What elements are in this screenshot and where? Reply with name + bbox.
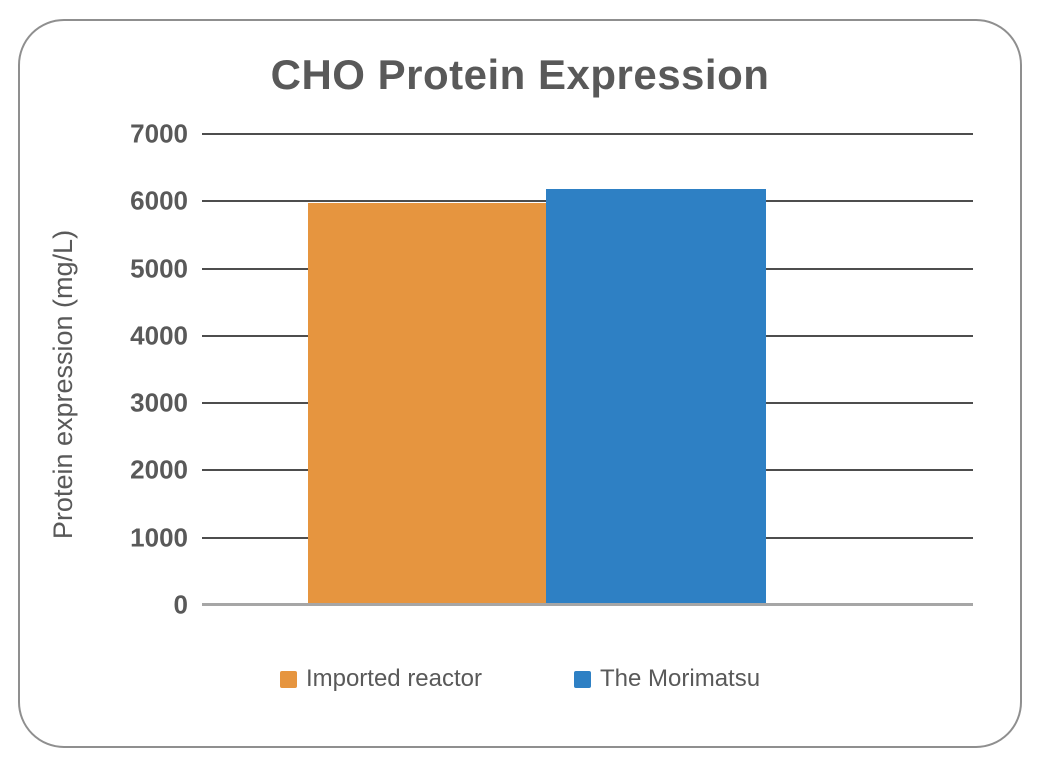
- y-tick-label-2000: 2000: [130, 454, 188, 485]
- legend-label-the-morimatsu: The Morimatsu: [600, 665, 761, 692]
- y-tick-label-7000: 7000: [130, 118, 188, 149]
- y-tick-label-6000: 6000: [130, 185, 188, 216]
- bar-the-morimatsu: [546, 188, 766, 605]
- y-tick-label-0: 0: [173, 589, 188, 620]
- y-tick-label-4000: 4000: [130, 320, 188, 351]
- legend-swatch-the-morimatsu: [574, 670, 592, 688]
- legend-item-the-morimatsu: The Morimatsu: [574, 665, 760, 693]
- plot-area: [202, 133, 973, 606]
- y-tick-label-5000: 5000: [130, 253, 188, 284]
- y-tick-label-1000: 1000: [130, 522, 188, 553]
- legend-item-imported-reactor: Imported reactor: [279, 665, 483, 693]
- chart-title: CHO Protein Expression: [270, 51, 770, 98]
- y-tick-label-3000: 3000: [130, 387, 188, 418]
- y-axis-tick-labels: 0 1000 2000 3000 4000 5000 6000 7000: [100, 119, 188, 620]
- x-axis-line: [202, 603, 973, 606]
- legend-swatch-imported-reactor: [279, 670, 297, 688]
- chart-card: CHO Protein Expression Protein expressio…: [18, 19, 1022, 748]
- legend: Imported reactor The Morimatsu: [20, 665, 1020, 693]
- gridline-7000: [202, 133, 973, 135]
- y-axis-title-text: Protein expression (mg/L): [48, 229, 79, 540]
- legend-label-imported-reactor: Imported reactor: [305, 665, 483, 692]
- bar-imported-reactor: [308, 202, 546, 605]
- y-axis-title: Protein expression (mg/L): [40, 149, 88, 620]
